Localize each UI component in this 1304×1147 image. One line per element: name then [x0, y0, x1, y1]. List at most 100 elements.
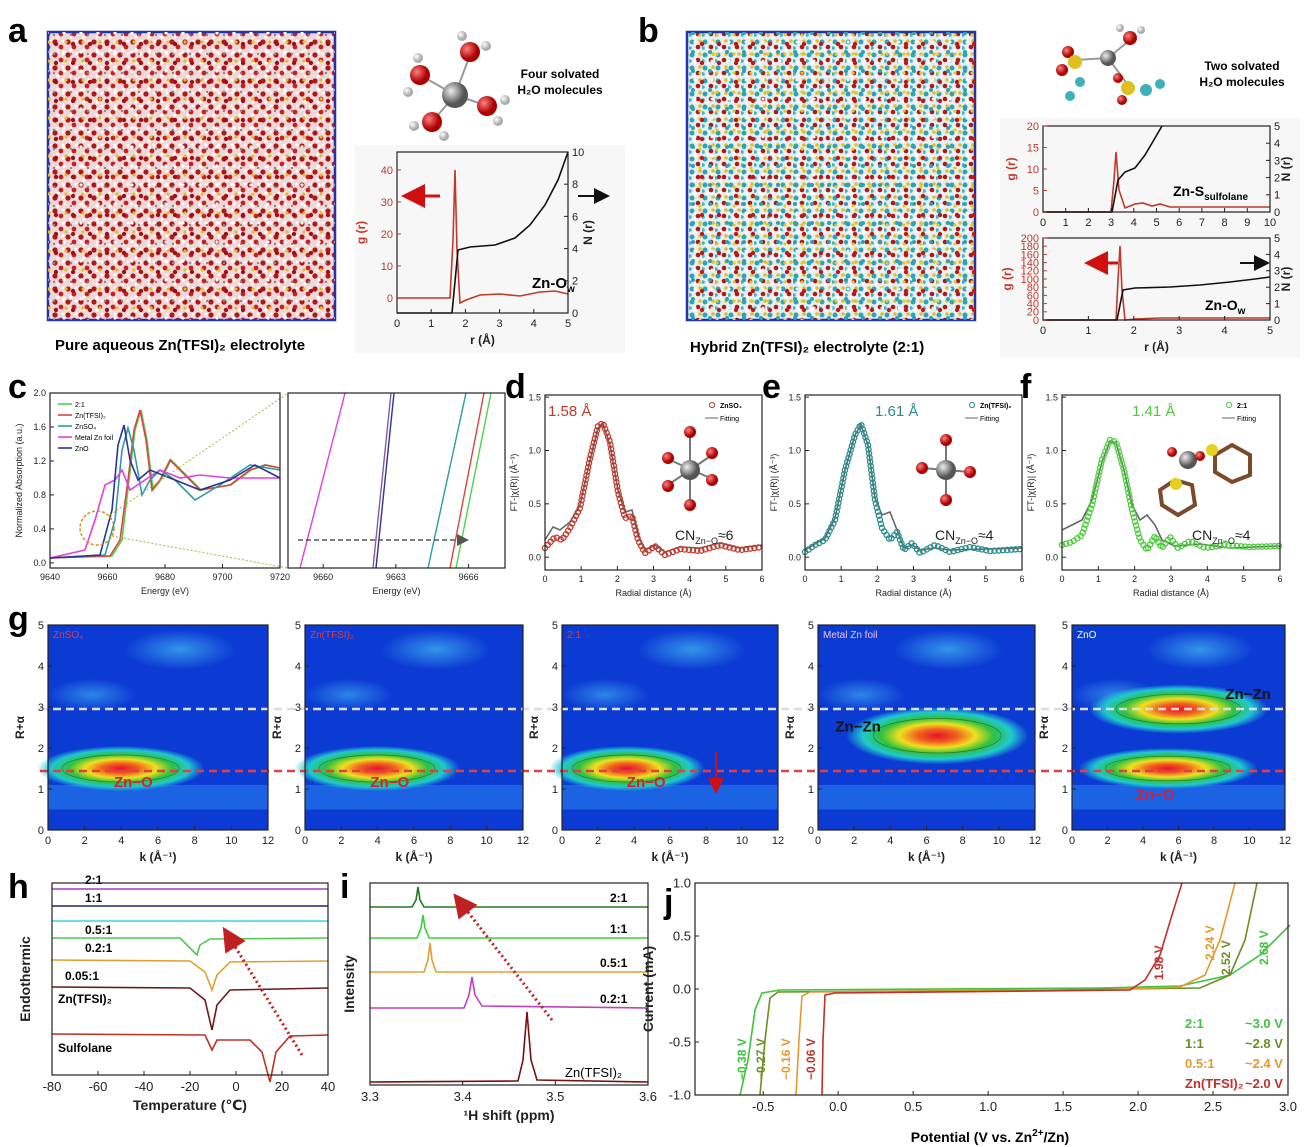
cn-tail: ≈4 — [1235, 527, 1251, 543]
y-tick-label: 0 — [38, 825, 44, 837]
data-marker — [1124, 485, 1131, 492]
graphic — [1100, 50, 1116, 66]
map-peak — [846, 707, 1029, 765]
y2-tick-label: 8 — [572, 179, 578, 191]
graphic — [51, 959, 329, 993]
data-marker — [578, 496, 585, 504]
data-marker — [1258, 543, 1266, 550]
graphic — [1062, 46, 1074, 58]
legend-label: ZnSO₄ — [720, 403, 742, 410]
x-axis-label: Temperature (℃) — [133, 1097, 247, 1113]
x-tick-label: 2 — [1131, 325, 1137, 337]
data-marker — [1119, 460, 1126, 468]
caption: Hybrid Zn(TFSI)₂ electrolyte (2:1) — [690, 339, 924, 356]
map-glow — [818, 678, 905, 711]
x-tick-label: 3 — [1108, 217, 1114, 229]
y-axis-label: R+α — [783, 715, 797, 739]
x-tick-label: 0 — [1040, 325, 1046, 337]
data-marker — [835, 499, 842, 507]
y-tick-label: 40 — [1027, 298, 1039, 310]
data-marker — [874, 508, 882, 515]
text-label: Zn-O — [1205, 297, 1238, 313]
x-tick-label: 4 — [1140, 835, 1146, 847]
graphic — [1123, 31, 1137, 45]
data-marker — [611, 470, 619, 478]
x-tick-label: 9 — [1244, 217, 1250, 229]
y2-tick-label: 0 — [1274, 207, 1280, 219]
legend-label: 2:1 — [1185, 1016, 1204, 1031]
data-marker — [610, 462, 618, 469]
data-marker — [847, 446, 854, 454]
x-tick-label: 1 — [1063, 217, 1069, 229]
data-marker — [689, 547, 697, 554]
graphic — [1116, 24, 1124, 32]
cn-main: CN — [1192, 527, 1212, 543]
data-marker — [845, 454, 852, 462]
peak-label: 1.58 Å — [548, 403, 591, 420]
legend-value: ~2.0 V — [1245, 1076, 1283, 1091]
map-glow — [305, 678, 393, 711]
x-tick-label: 2 — [615, 574, 620, 584]
data-marker — [866, 454, 873, 461]
x-tick-label: 4 — [375, 835, 381, 847]
y-tick-label: 20 — [381, 229, 393, 241]
data-marker — [601, 425, 609, 433]
y-tick-label: 0.5 — [528, 499, 541, 509]
x-tick-label: 8 — [447, 835, 453, 847]
y-tick-label: 5 — [1062, 620, 1068, 632]
legend-label: Fitting — [1237, 416, 1256, 423]
y2-tick-label: 6 — [572, 211, 578, 223]
y-tick-label: 140 — [1021, 257, 1039, 269]
data-marker — [1216, 542, 1224, 549]
data-marker — [893, 528, 901, 536]
molecule — [1056, 24, 1165, 105]
y-tick-label: 0.5 — [788, 499, 801, 509]
y-tick-label: 0 — [1062, 825, 1068, 837]
graphic — [1137, 26, 1145, 34]
data-marker — [582, 476, 589, 483]
data-marker — [589, 443, 597, 451]
data-marker — [726, 544, 733, 551]
graphic — [1056, 64, 1068, 76]
data-marker — [1087, 505, 1095, 512]
data-marker — [722, 543, 729, 550]
y-tick-label: 5 — [552, 620, 558, 632]
x-tick-label: 0 — [1059, 574, 1064, 584]
panel-label: d — [505, 368, 526, 406]
legend-label: Fitting — [980, 416, 999, 423]
data-marker — [1200, 544, 1207, 551]
data-marker — [681, 546, 688, 553]
note: H₂O molecules — [517, 83, 603, 97]
legend-label: Zn(TFSI)₂ — [1185, 1076, 1244, 1091]
map-title: ZnSO₄ — [53, 630, 83, 641]
data-marker — [609, 454, 616, 461]
y-axis-label: R+α — [1037, 715, 1051, 739]
x-axis-label: k (Å⁻¹) — [396, 849, 433, 864]
x-tick-label: -0.5 — [752, 1099, 774, 1114]
x-tick-label: 0 — [302, 835, 308, 847]
x-tick-label: 7 — [1199, 217, 1205, 229]
zoom-curve — [427, 392, 467, 569]
data-marker — [603, 429, 610, 437]
x-tick-label: -60 — [89, 1079, 108, 1094]
graphic — [369, 1011, 649, 1083]
data-marker — [1097, 464, 1104, 472]
text-label: w — [1237, 306, 1246, 317]
y-axis-label: R+α — [270, 715, 284, 739]
y-tick-label: 2 — [808, 743, 814, 755]
y-tick-label: 1.0 — [788, 446, 801, 456]
data-marker — [1212, 543, 1220, 550]
axes-frame — [287, 392, 506, 569]
x-tick-label: 9640 — [40, 572, 60, 582]
graphic — [936, 460, 956, 480]
x-tick-label: 5 — [1153, 217, 1159, 229]
data-marker — [1246, 543, 1253, 551]
map-title: ZnO — [1077, 630, 1097, 641]
x-tick-label: 12 — [772, 835, 784, 847]
x-tick-label: -40 — [135, 1079, 154, 1094]
y-tick-label: 3 — [1062, 702, 1068, 714]
text-label: 2+ — [1032, 1128, 1044, 1139]
legend-marker — [708, 401, 716, 409]
map-band — [1072, 784, 1285, 810]
